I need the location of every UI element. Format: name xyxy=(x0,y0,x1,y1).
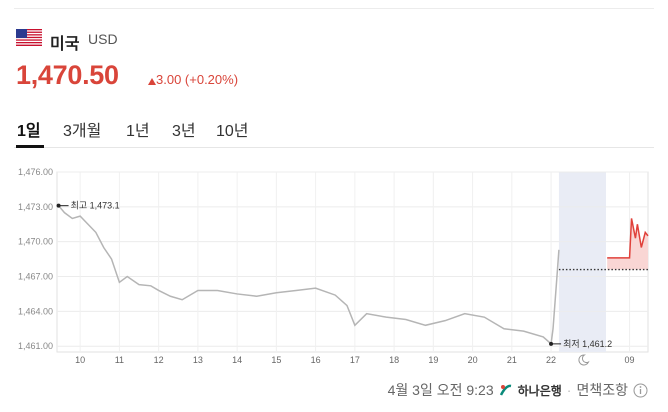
x-tick-label: 19 xyxy=(428,355,438,365)
price-line xyxy=(607,218,649,259)
bank-logo xyxy=(499,384,511,396)
bank-name: 하나은행 xyxy=(517,383,562,398)
divider xyxy=(14,8,654,9)
y-tick-label: 1,470.00 xyxy=(18,237,53,247)
y-tick-label: 1,476.00 xyxy=(18,167,53,177)
moon-icon xyxy=(578,354,590,366)
country-name: 미국 xyxy=(50,36,80,53)
exchange-rate: 1,470.50 xyxy=(16,60,119,90)
x-tick-label: 13 xyxy=(193,355,203,365)
chart: 1,461.00 1,464.00 1,467.00 1,470.00 1,473.00… xyxy=(18,167,649,366)
x-tick-label: 10 xyxy=(75,355,85,365)
y-tick-label: 1,473.00 xyxy=(18,202,53,212)
y-tick-label: 1,467.00 xyxy=(18,272,53,282)
x-tick-label: 21 xyxy=(507,355,517,365)
info-icon[interactable] xyxy=(633,383,648,398)
currency-code: USD xyxy=(88,31,118,47)
footer: 4월 3일 오전 9:23 하나은행 · 면책조항 xyxy=(388,380,648,400)
x-tick-label: 17 xyxy=(350,355,360,365)
x-tick-label: 14 xyxy=(232,355,242,365)
x-tick-label: 20 xyxy=(468,355,478,365)
disclaimer-link[interactable]: 면책조항 xyxy=(576,382,628,398)
period-tab[interactable]: 3년 xyxy=(172,123,196,140)
up-arrow xyxy=(148,78,156,85)
x-tick-label: 11 xyxy=(115,355,124,365)
x-tick-label: 18 xyxy=(389,355,399,365)
closed-period xyxy=(558,172,607,352)
x-tick-label: 15 xyxy=(271,355,281,365)
x-tick-label: 22 xyxy=(546,355,556,365)
rate-change: 3.00 (+0.20%) xyxy=(156,72,239,87)
x-tick-label: 16 xyxy=(311,355,321,365)
tab-indicator xyxy=(16,145,44,148)
period-tab[interactable]: 1일 xyxy=(17,123,41,140)
divider xyxy=(14,147,654,148)
period-tab[interactable]: 1년 xyxy=(126,123,150,140)
area-fill xyxy=(607,218,648,270)
x-tick-label: 09 xyxy=(625,355,635,365)
price-line xyxy=(57,205,560,346)
plot-area xyxy=(56,171,649,353)
period-tab[interactable]: 10년 xyxy=(216,123,249,140)
y-tick-label: 1,464.00 xyxy=(18,306,53,316)
y-tick-label: 1,461.00 xyxy=(18,341,53,351)
timestamp: 4월 3일 오전 9:23 xyxy=(387,382,494,398)
period-tab[interactable]: 3개월 xyxy=(63,123,102,140)
annotation-label: 최고 1,473.1 xyxy=(71,201,120,211)
annotation-label: 최저 1,461.2 xyxy=(563,339,612,349)
us-flag xyxy=(16,29,42,46)
x-tick-label: 12 xyxy=(154,355,164,365)
